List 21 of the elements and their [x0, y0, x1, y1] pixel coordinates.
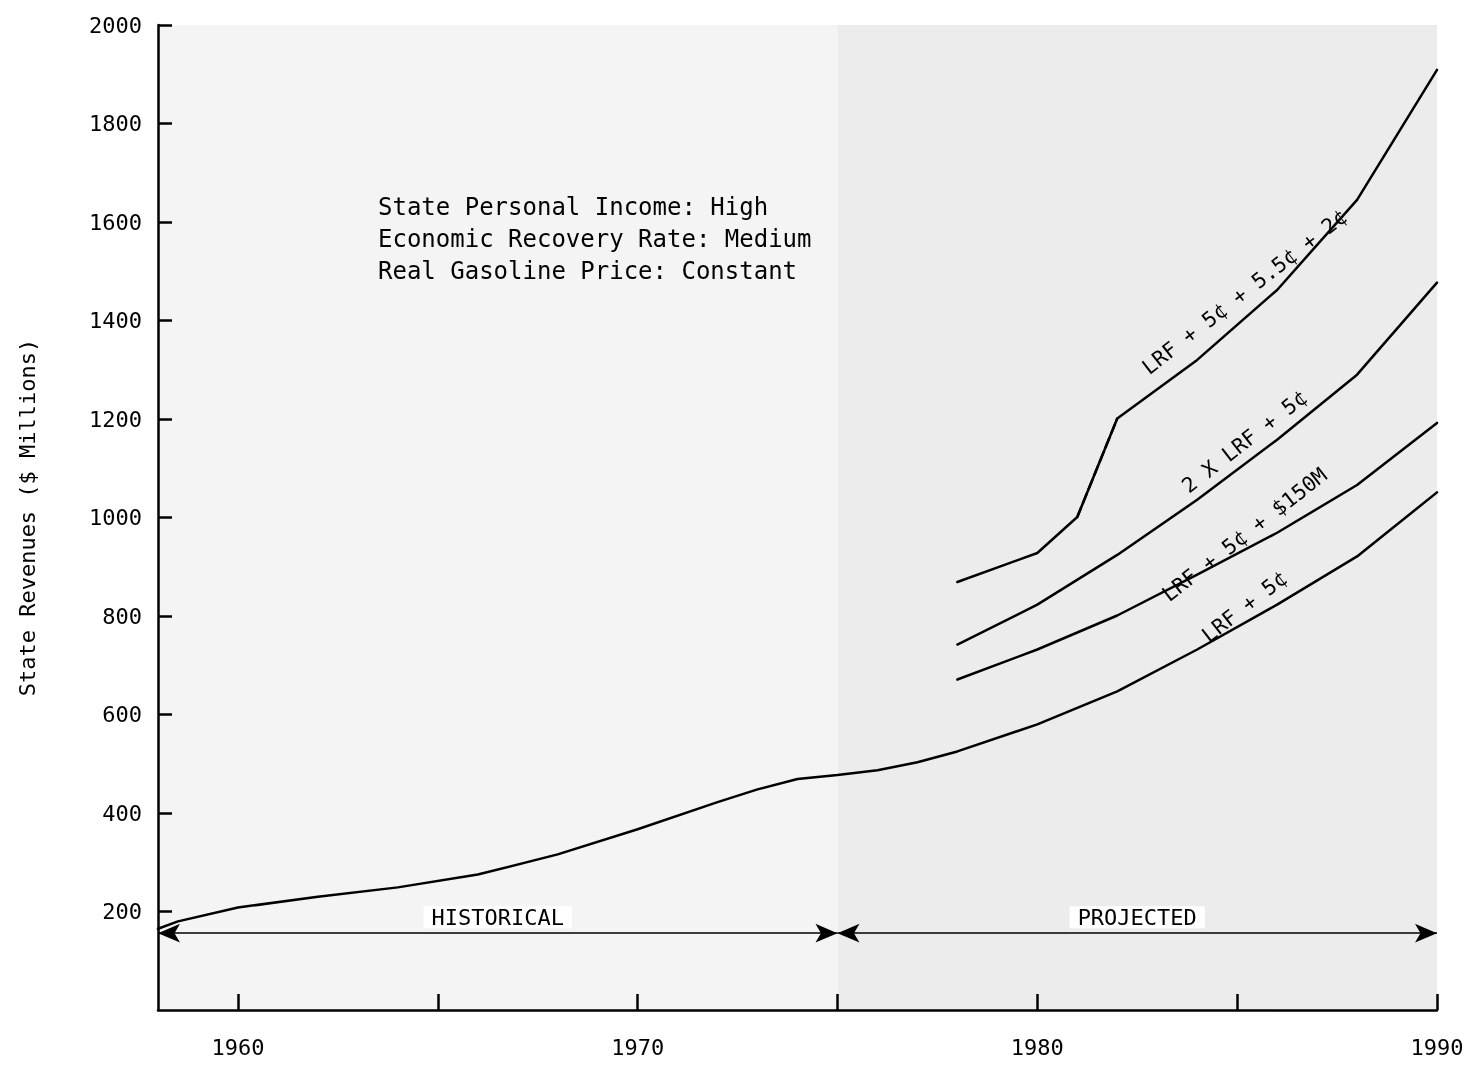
annotation: Economic Recovery Rate: Medium	[378, 225, 812, 253]
text: LRF + 5¢	[1197, 566, 1292, 648]
y-tick-label: 1200	[89, 406, 142, 432]
annotation: State Personal Income: High	[378, 193, 769, 221]
y-axis-title: State Revenues ($ Millions)	[14, 338, 40, 697]
y-tick-label: 400	[102, 800, 142, 826]
band-label: PROJECTED	[1077, 904, 1197, 930]
band-label: HISTORICAL	[431, 904, 564, 930]
y-tick-label: 800	[102, 603, 142, 629]
y-tick-label: 200	[102, 899, 142, 924]
y-tick-label: 1400	[89, 308, 142, 333]
x-tick-label: 1970	[611, 1034, 665, 1060]
y-tick-label: 1600	[89, 209, 142, 235]
y-tick-label: 2000	[89, 12, 142, 38]
y-tick-label: 1800	[89, 111, 142, 136]
x-tick-label: 1980	[1010, 1034, 1064, 1060]
annotation: Real Gasoline Price: Constant	[378, 257, 798, 285]
x-tick-label: 1960	[211, 1034, 265, 1060]
x-tick-label: 1990	[1410, 1034, 1464, 1060]
y-tick-label: 1000	[89, 505, 142, 530]
y-tick-label: 600	[102, 702, 142, 727]
